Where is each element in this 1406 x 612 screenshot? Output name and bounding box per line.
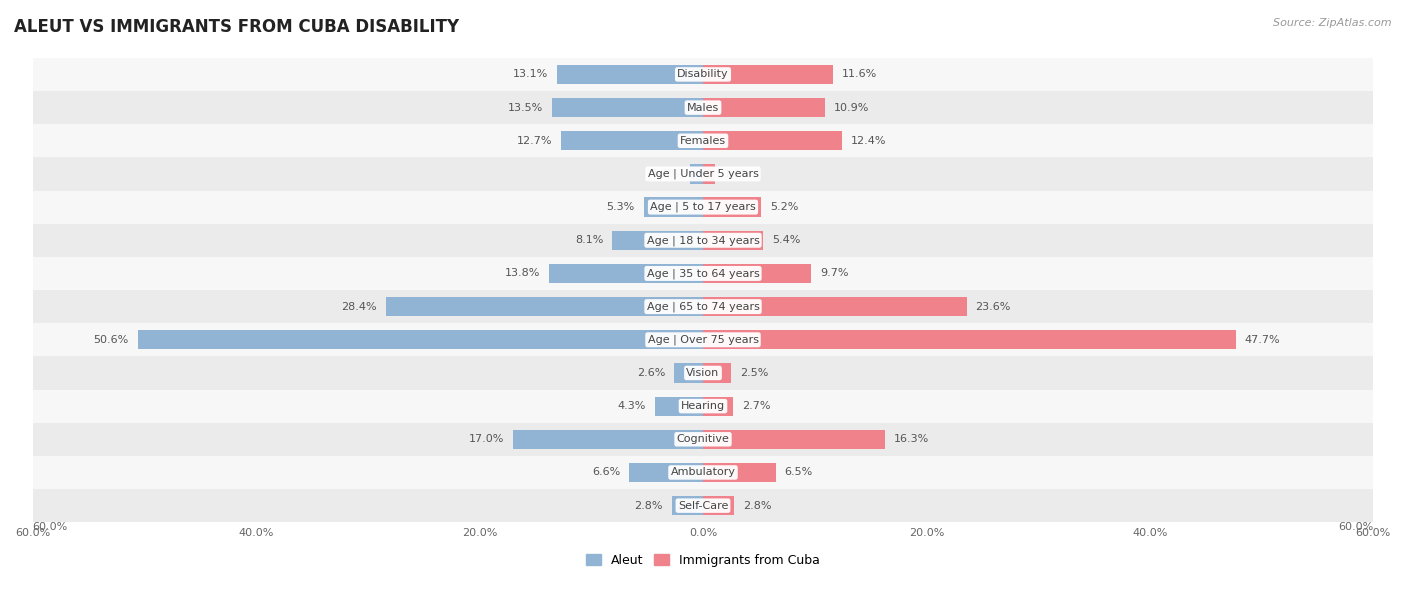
Bar	[32, 489, 1374, 522]
Text: 12.7%: 12.7%	[516, 136, 553, 146]
Bar	[32, 323, 1374, 356]
Bar	[672, 496, 703, 515]
Text: Cognitive: Cognitive	[676, 435, 730, 444]
Text: 11.6%: 11.6%	[842, 69, 877, 80]
Text: 12.4%: 12.4%	[851, 136, 886, 146]
Text: 5.2%: 5.2%	[770, 202, 799, 212]
Bar	[385, 297, 703, 316]
Text: 6.5%: 6.5%	[785, 468, 813, 477]
Bar	[548, 264, 703, 283]
Bar	[138, 330, 703, 349]
Text: 50.6%: 50.6%	[93, 335, 129, 345]
Text: 13.8%: 13.8%	[505, 269, 540, 278]
Bar	[557, 65, 703, 84]
Bar	[703, 430, 886, 449]
Bar	[644, 198, 703, 217]
Text: Females: Females	[681, 136, 725, 146]
Text: Disability: Disability	[678, 69, 728, 80]
Bar	[32, 190, 1374, 224]
Text: Age | Over 75 years: Age | Over 75 years	[648, 335, 758, 345]
Bar	[32, 356, 1374, 390]
Bar	[32, 157, 1374, 190]
Text: 47.7%: 47.7%	[1244, 335, 1281, 345]
Bar	[703, 131, 842, 151]
Bar	[613, 231, 703, 250]
Text: 4.3%: 4.3%	[617, 401, 645, 411]
Bar	[553, 98, 703, 118]
Text: 9.7%: 9.7%	[820, 269, 849, 278]
Text: 28.4%: 28.4%	[342, 302, 377, 312]
Text: Self-Care: Self-Care	[678, 501, 728, 510]
Text: 13.5%: 13.5%	[508, 103, 543, 113]
Bar	[673, 364, 703, 382]
Text: 5.3%: 5.3%	[606, 202, 636, 212]
Text: Age | 35 to 64 years: Age | 35 to 64 years	[647, 268, 759, 278]
Text: 60.0%: 60.0%	[1339, 522, 1374, 532]
Text: Age | Under 5 years: Age | Under 5 years	[648, 169, 758, 179]
Bar	[703, 65, 832, 84]
Text: 1.1%: 1.1%	[724, 169, 752, 179]
Text: 10.9%: 10.9%	[834, 103, 869, 113]
Bar	[32, 91, 1374, 124]
Bar	[703, 98, 825, 118]
Bar	[703, 330, 1236, 349]
Bar	[32, 58, 1374, 91]
Bar	[703, 496, 734, 515]
Text: Age | 18 to 34 years: Age | 18 to 34 years	[647, 235, 759, 245]
Text: 8.1%: 8.1%	[575, 235, 603, 245]
Bar	[703, 164, 716, 184]
Bar	[32, 423, 1374, 456]
Bar	[703, 364, 731, 382]
Text: 16.3%: 16.3%	[894, 435, 929, 444]
Text: 2.8%: 2.8%	[634, 501, 662, 510]
Text: Vision: Vision	[686, 368, 720, 378]
Bar	[703, 297, 967, 316]
Text: 6.6%: 6.6%	[592, 468, 620, 477]
Bar	[703, 198, 761, 217]
Text: 5.4%: 5.4%	[772, 235, 800, 245]
Bar	[703, 397, 733, 416]
Text: Ambulatory: Ambulatory	[671, 468, 735, 477]
Bar	[561, 131, 703, 151]
Bar	[703, 463, 776, 482]
Bar	[513, 430, 703, 449]
Bar	[32, 390, 1374, 423]
Bar	[32, 124, 1374, 157]
Text: ALEUT VS IMMIGRANTS FROM CUBA DISABILITY: ALEUT VS IMMIGRANTS FROM CUBA DISABILITY	[14, 18, 460, 36]
Bar	[689, 164, 703, 184]
Text: Males: Males	[688, 103, 718, 113]
Text: Age | 65 to 74 years: Age | 65 to 74 years	[647, 301, 759, 312]
Text: 13.1%: 13.1%	[512, 69, 548, 80]
Bar	[32, 456, 1374, 489]
Text: Hearing: Hearing	[681, 401, 725, 411]
Legend: Aleut, Immigrants from Cuba: Aleut, Immigrants from Cuba	[581, 549, 825, 572]
Text: 23.6%: 23.6%	[976, 302, 1011, 312]
Text: 2.6%: 2.6%	[637, 368, 665, 378]
Bar	[703, 231, 763, 250]
Bar	[630, 463, 703, 482]
Text: 2.8%: 2.8%	[744, 501, 772, 510]
Bar	[32, 290, 1374, 323]
Text: 60.0%: 60.0%	[32, 522, 67, 532]
Bar	[32, 257, 1374, 290]
Bar	[32, 224, 1374, 257]
Text: 2.5%: 2.5%	[740, 368, 768, 378]
Text: Age | 5 to 17 years: Age | 5 to 17 years	[650, 202, 756, 212]
Text: 1.2%: 1.2%	[652, 169, 681, 179]
Text: 17.0%: 17.0%	[468, 435, 505, 444]
Text: 2.7%: 2.7%	[742, 401, 770, 411]
Text: Source: ZipAtlas.com: Source: ZipAtlas.com	[1274, 18, 1392, 28]
Bar	[703, 264, 811, 283]
Bar	[655, 397, 703, 416]
